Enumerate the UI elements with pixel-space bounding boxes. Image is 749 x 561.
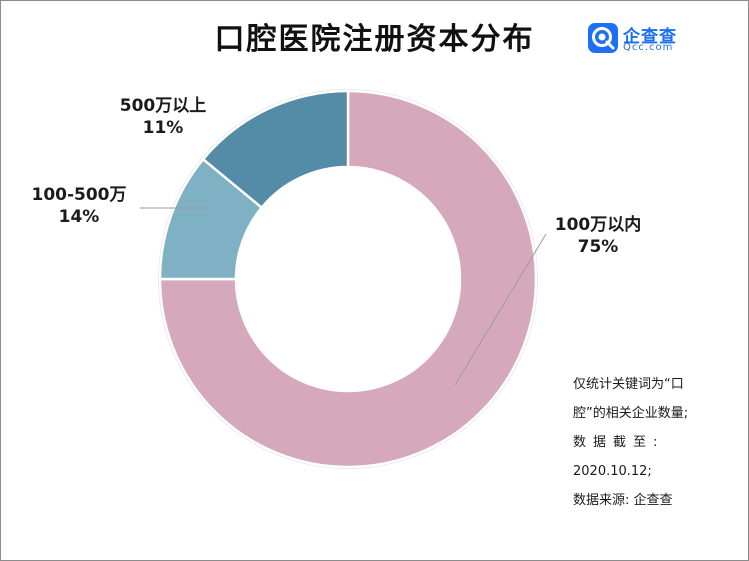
label-under-100w: 100万以内 75% <box>549 214 647 258</box>
qcc-logo-icon <box>588 23 618 53</box>
label-over-500w: 500万以上 11% <box>108 95 218 139</box>
footnote: 仅统计关键词为“口 腔”的相关企业数量; 数据截至: 2020.10.12; 数… <box>573 370 738 515</box>
footnote-line-1: 仅统计关键词为“口 <box>573 377 684 392</box>
label-under-100w-pct: 75% <box>577 237 619 257</box>
chart-title: 口腔医院注册资本分布 <box>214 22 535 57</box>
footnote-line-5: 数据来源: 企查查 <box>573 493 673 508</box>
label-over-500w-name: 500万以上 <box>119 96 207 116</box>
slice-100-500w <box>201 89 350 210</box>
leader-under-100w <box>454 233 547 386</box>
footnote-line-3: 数据截至: <box>573 435 665 450</box>
label-over-500w-pct: 11% <box>142 118 184 138</box>
slice-under-100w <box>158 89 538 469</box>
qcc-logo: 企查查 Qcc.com <box>587 22 707 54</box>
label-100-500w-pct: 14% <box>58 207 100 227</box>
logo-domain: Qcc.com <box>623 42 674 53</box>
label-100-500w-name: 100-500万 <box>31 185 127 205</box>
footnote-line-2: 腔”的相关企业数量; <box>573 406 689 421</box>
footnote-line-4: 2020.10.12; <box>573 464 652 479</box>
logo-name: 企查查 <box>623 27 677 47</box>
label-100-500w: 100-500万 14% <box>20 184 138 228</box>
label-under-100w-name: 100万以内 <box>554 215 642 235</box>
